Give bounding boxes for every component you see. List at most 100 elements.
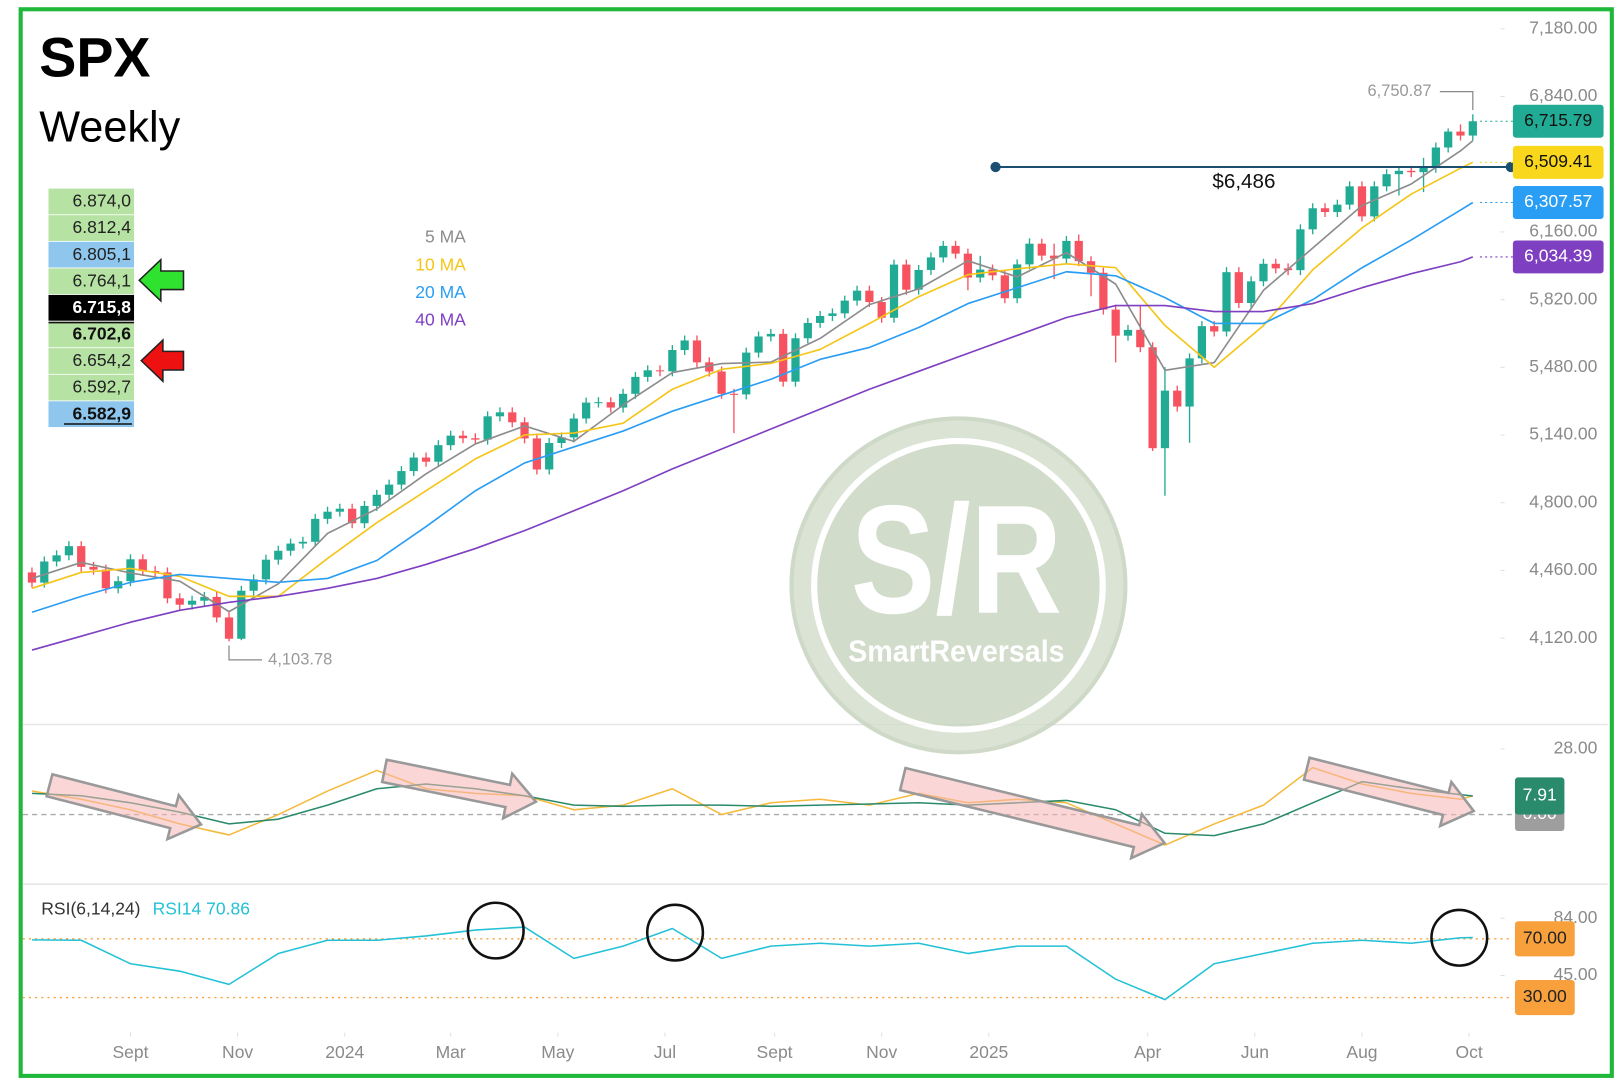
x-tick-label: Jun [1241,1042,1269,1062]
candle-body [483,416,492,440]
candle-body [434,445,443,462]
candle-body [655,370,665,372]
candle-body [828,313,837,316]
table-cell [48,294,135,321]
x-tick-label: Nov [222,1042,253,1062]
x-tick-label: Mar [436,1042,466,1062]
x-tick-label: Sept [757,1042,793,1062]
candle-body [1345,186,1354,205]
candle-body [729,393,739,395]
candle-body [594,402,603,404]
level-box [1514,921,1575,957]
candle-body [175,598,184,605]
table-value: 6.592,7 [73,377,131,397]
candle-body [286,543,295,551]
red-arrow [140,338,185,384]
candle-body [1111,309,1120,336]
candle-body [766,333,775,337]
x-tick-label: 2025 [969,1042,1008,1062]
candle-body [126,559,135,582]
trend-arrow [1302,756,1476,829]
candle-body [323,511,332,519]
table-cell [48,401,135,428]
candle-body [1259,263,1268,282]
price-box [1512,186,1604,220]
candle-body [298,541,308,544]
table-value: 6.812,4 [73,217,132,237]
candle-body [1160,390,1170,449]
price-box-label: 6,307.57 [1524,191,1592,211]
y-tick-label: 6,840.00 [1529,85,1597,105]
watermark: S/R SmartReversals [789,416,1128,755]
candle-body [618,393,628,408]
candle-body [902,264,911,290]
candle-body [1049,255,1059,259]
y-tick-label: 45.00 [1554,964,1598,984]
frame [18,7,1614,1078]
candle-body [372,494,381,506]
candle-body [779,333,788,382]
table-cell [48,321,135,348]
series-line [31,780,1473,837]
candle-body [520,422,529,439]
candle-body [582,402,591,419]
annotation-circle [1430,908,1489,967]
candle-body [1013,264,1022,299]
candle-body [1357,186,1367,217]
support-label: $6,486 [1212,170,1275,193]
candle-body [791,338,800,382]
candle-body [717,371,726,394]
price-box-label: 6,509.41 [1524,151,1592,171]
candle-body [187,600,197,605]
table-cell [48,268,135,295]
candle-body [939,245,948,258]
candle-body [64,546,74,556]
candle-body [606,402,615,408]
table-value: 6.582,9 [73,403,132,423]
candle-body [274,550,283,560]
watermark-inner [811,437,1106,733]
candle-body [348,508,357,524]
legend-entry: 40 MA [415,310,466,330]
last-value-label: 7.91 [1523,785,1557,805]
legend-entry: 5 MA [425,227,466,247]
candle-body [1086,261,1096,273]
series-line [32,926,1473,1001]
y-tick-label: 4,460.00 [1529,559,1597,579]
candle-body [384,484,394,495]
candle-body [101,569,110,589]
trend-arrow [380,758,538,821]
candle-body [1308,208,1317,230]
price-box [1512,104,1604,138]
y-tick-label: 4,800.00 [1529,491,1597,511]
candle-body [200,596,209,601]
candle-body [1099,272,1108,310]
candle-body [1185,358,1194,407]
trend-arrow [898,766,1167,861]
candle-body [705,362,714,372]
x-tick-label: Apr [1134,1042,1161,1062]
y-tick-label: 5,480.00 [1529,356,1597,376]
annotation-circle [645,903,705,962]
candle-body [668,350,677,372]
x-tick-label: Oct [1455,1042,1482,1062]
extreme-marker [228,645,262,661]
price-box-label: 6,715.79 [1524,110,1592,130]
extreme-label: 4,103.78 [268,650,332,668]
candle-body [1320,208,1330,213]
candle-body [877,302,886,318]
candle-body [643,370,652,377]
candle-body [852,290,862,301]
price-box [1512,145,1604,179]
ma-line [31,256,1474,651]
candle-body [1123,329,1133,336]
candle-body [680,340,689,351]
level-box [1514,980,1575,1016]
candle-body [212,596,221,618]
y-tick-label: 5,820.00 [1529,288,1597,308]
x-tick-label: May [541,1042,574,1062]
candle-body [1136,329,1145,348]
trend-arrow [45,772,204,842]
x-tick-label: Sept [112,1042,148,1062]
